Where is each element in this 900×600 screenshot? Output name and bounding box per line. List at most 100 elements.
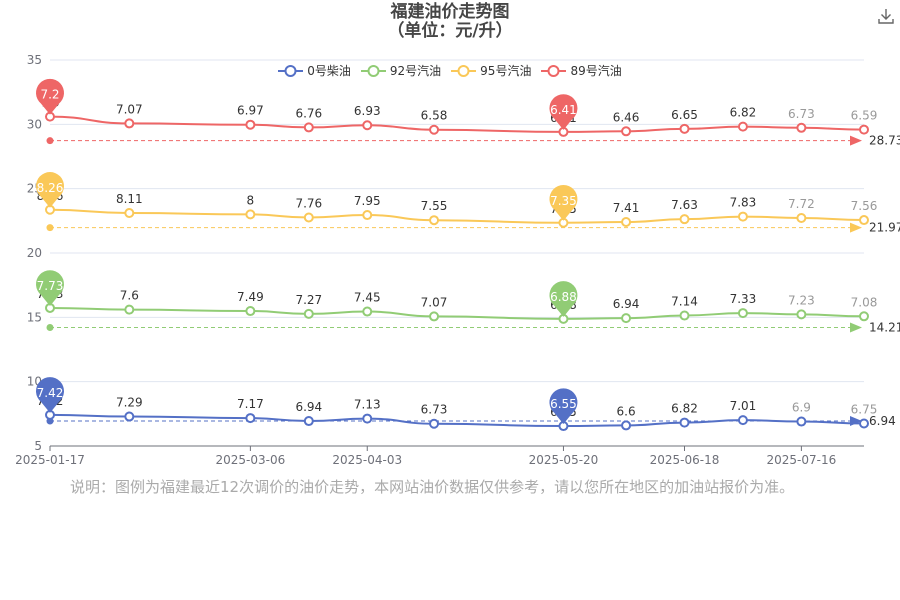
max-pin: 7.2 [36,78,65,115]
data-point [124,411,135,422]
data-point [859,418,869,429]
footnote: 说明：图例为福建最近12次调价的油价走势，本网站油价数据仅供参考，请以您所在地区… [70,478,795,496]
data-point [796,122,807,133]
pin-shape [36,377,65,413]
data-label: 7.95 [354,194,381,208]
data-label: 7.14 [671,295,698,309]
data-point [859,311,869,322]
y-tick-label: 15 [27,310,42,324]
pin-shape [549,388,578,425]
data-label: 6.46 [613,110,640,124]
data-point [362,306,373,317]
pin-label: 6.41 [550,103,577,117]
pin-label: 7.2 [40,88,59,102]
data-label: 6.6 [617,404,636,418]
y-tick-label: 20 [27,246,42,260]
average-line-start [46,323,54,331]
average-value-label: 14.21 [869,320,900,334]
legend-label: 89号汽油 [570,64,622,78]
data-point [362,413,373,424]
average-value-label: 28.73 [869,134,900,148]
data-label: 7.01 [730,399,757,413]
average-line-arrow [850,322,862,333]
series-89号汽油: 28.737.67.076.976.766.936.586.416.466.65… [40,96,900,148]
legend: 0号柴油 92号汽油 95号汽油 89号汽油 [0,62,900,79]
data-point [796,309,807,320]
data-point [429,311,440,322]
data-label: 6.76 [295,106,322,120]
max-pin: 7.73 [36,270,65,306]
legend-label: 92号汽油 [389,64,442,78]
data-point [621,313,632,324]
data-label: 6.73 [788,107,815,121]
average-line-start [46,224,54,232]
data-label: 7.27 [295,293,322,307]
data-label: 7.23 [788,293,815,307]
data-point [429,418,440,429]
average-value-label: 6.94 [869,414,896,428]
data-point [679,214,690,225]
pin-shape [36,78,65,115]
data-label: 6.82 [730,106,757,120]
x-tick-label: 2025-06-18 [650,453,720,467]
pin-shape [549,185,578,221]
data-label: 7.08 [851,295,878,309]
min-pin: 6.41 [549,94,578,130]
data-point [362,210,373,221]
x-tick-label: 2025-04-03 [332,453,402,467]
data-point [796,416,807,427]
data-label: 7.45 [354,291,381,305]
legend-line-icon [541,64,567,77]
legend-label: 0号柴油 [307,64,351,78]
data-label: 6.94 [295,400,322,414]
data-label: 6.73 [421,403,448,417]
data-label: 7.33 [730,292,757,306]
data-point [679,417,690,428]
min-pin: 6.55 [549,388,578,425]
legend-line-icon [278,64,304,77]
download-icon[interactable] [876,6,896,26]
legend-item[interactable]: 92号汽油 [360,62,442,79]
legend-item[interactable]: 95号汽油 [451,62,531,79]
data-label: 6.75 [851,402,878,416]
legend-item[interactable]: 89号汽油 [541,62,622,79]
data-label: 7.07 [116,102,143,116]
chart-title: 福建油价走势图 [390,2,510,22]
min-pin: 7.35 [549,185,578,221]
pin-shape [36,172,64,208]
pin-label: 8.26 [37,181,64,195]
data-label: 7.83 [730,196,757,210]
data-point [245,413,256,424]
data-label: 6.59 [851,109,878,123]
data-label: 8 [247,193,255,207]
data-label: 7.63 [671,198,698,212]
max-pin: 7.42 [36,377,65,413]
average-line-start [46,137,54,145]
average-line-arrow [850,135,862,146]
data-label: 7.13 [354,398,381,412]
y-tick-label: 35 [27,53,42,67]
data-point [737,308,748,319]
legend-line-icon [360,64,386,77]
pin-label: 7.73 [37,279,64,293]
data-point [303,308,314,319]
legend-item[interactable]: 0号柴油 [278,62,351,79]
data-label: 6.58 [421,109,448,123]
data-point [796,213,807,224]
pin-label: 7.35 [550,194,577,208]
series-0号柴油: 6.947.427.297.176.947.136.736.556.66.827… [37,394,896,432]
data-point [303,416,314,427]
data-point [679,310,690,321]
pin-label: 7.42 [37,386,64,400]
data-point [245,306,256,317]
data-point [124,118,135,129]
data-point [621,420,632,431]
data-point [124,304,135,315]
x-tick-label: 2025-03-06 [215,453,285,467]
pin-label: 6.88 [550,290,577,304]
data-point [621,126,632,137]
max-pin: 8.26 [36,172,64,208]
data-label: 6.82 [671,402,698,416]
min-pin: 6.88 [549,281,578,317]
